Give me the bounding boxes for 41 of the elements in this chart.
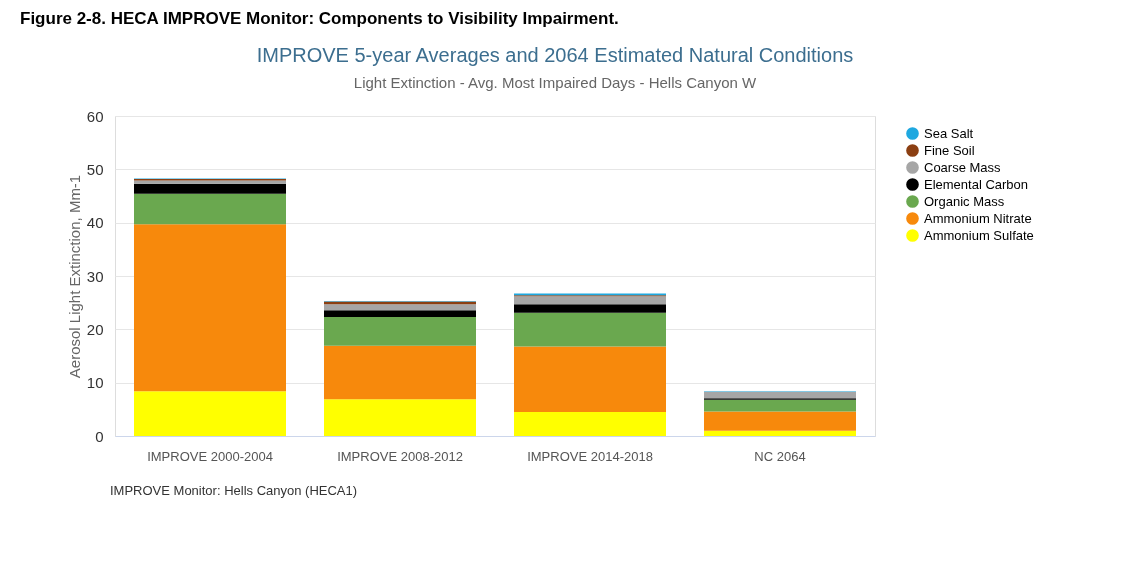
chart-title: IMPROVE 5-year Averages and 2064 Estimated Natural Conditions bbox=[256, 44, 854, 66]
y-tick-label: 30 bbox=[86, 267, 104, 285]
y-tick-label: 60 bbox=[86, 107, 104, 125]
y-tick-label: 0 bbox=[95, 427, 104, 445]
bar bbox=[514, 412, 666, 436]
bar bbox=[324, 317, 476, 346]
bar bbox=[514, 312, 666, 347]
legend-label: Elemental Carbon bbox=[924, 176, 1029, 192]
x-tick-label: NC 2064 bbox=[754, 448, 806, 464]
y-tick-label: 10 bbox=[86, 374, 104, 392]
legend-label: Sea Salt bbox=[924, 125, 974, 141]
y-axis-title: Aerosol Light Extinction, Mm-1 bbox=[65, 174, 83, 379]
bar bbox=[134, 391, 286, 436]
chart-subtitle: Light Extinction - Avg. Most Impaired Days - Hells Canyon W bbox=[353, 74, 758, 91]
x-tick-label: IMPROVE 2000-2004 bbox=[147, 448, 273, 464]
y-tick-label: 20 bbox=[86, 320, 104, 338]
bar bbox=[704, 430, 856, 436]
legend-label: Organic Mass bbox=[924, 193, 1005, 209]
legend-label: Fine Soil bbox=[924, 142, 975, 158]
y-tick-label: 50 bbox=[86, 160, 104, 178]
bar bbox=[514, 346, 666, 412]
bar bbox=[704, 391, 856, 399]
bar bbox=[704, 411, 856, 431]
text: IMPROVE Monitor: Hells Canyon (HECA1) bbox=[110, 483, 358, 498]
bar bbox=[324, 345, 476, 400]
bar bbox=[134, 224, 286, 392]
bar bbox=[324, 399, 476, 436]
legend-label: Coarse Mass bbox=[924, 159, 1002, 175]
bar bbox=[324, 304, 476, 311]
bar bbox=[704, 399, 856, 412]
y-tick-label: 40 bbox=[86, 214, 104, 232]
legend-label: Ammonium Nitrate bbox=[924, 210, 1032, 226]
legend-label: Ammonium Sulfate bbox=[924, 227, 1034, 243]
caption: Figure 2-8. HECA IMPROVE Monitor: Components to Visibility Impairment. bbox=[20, 9, 619, 28]
bar bbox=[134, 183, 286, 194]
bar bbox=[514, 304, 666, 313]
x-tick-label: IMPROVE 2008-2012 bbox=[337, 448, 463, 464]
bar bbox=[134, 193, 286, 225]
bar bbox=[324, 310, 476, 318]
x-tick-label: IMPROVE 2014-2018 bbox=[527, 448, 653, 464]
bar bbox=[514, 296, 666, 305]
